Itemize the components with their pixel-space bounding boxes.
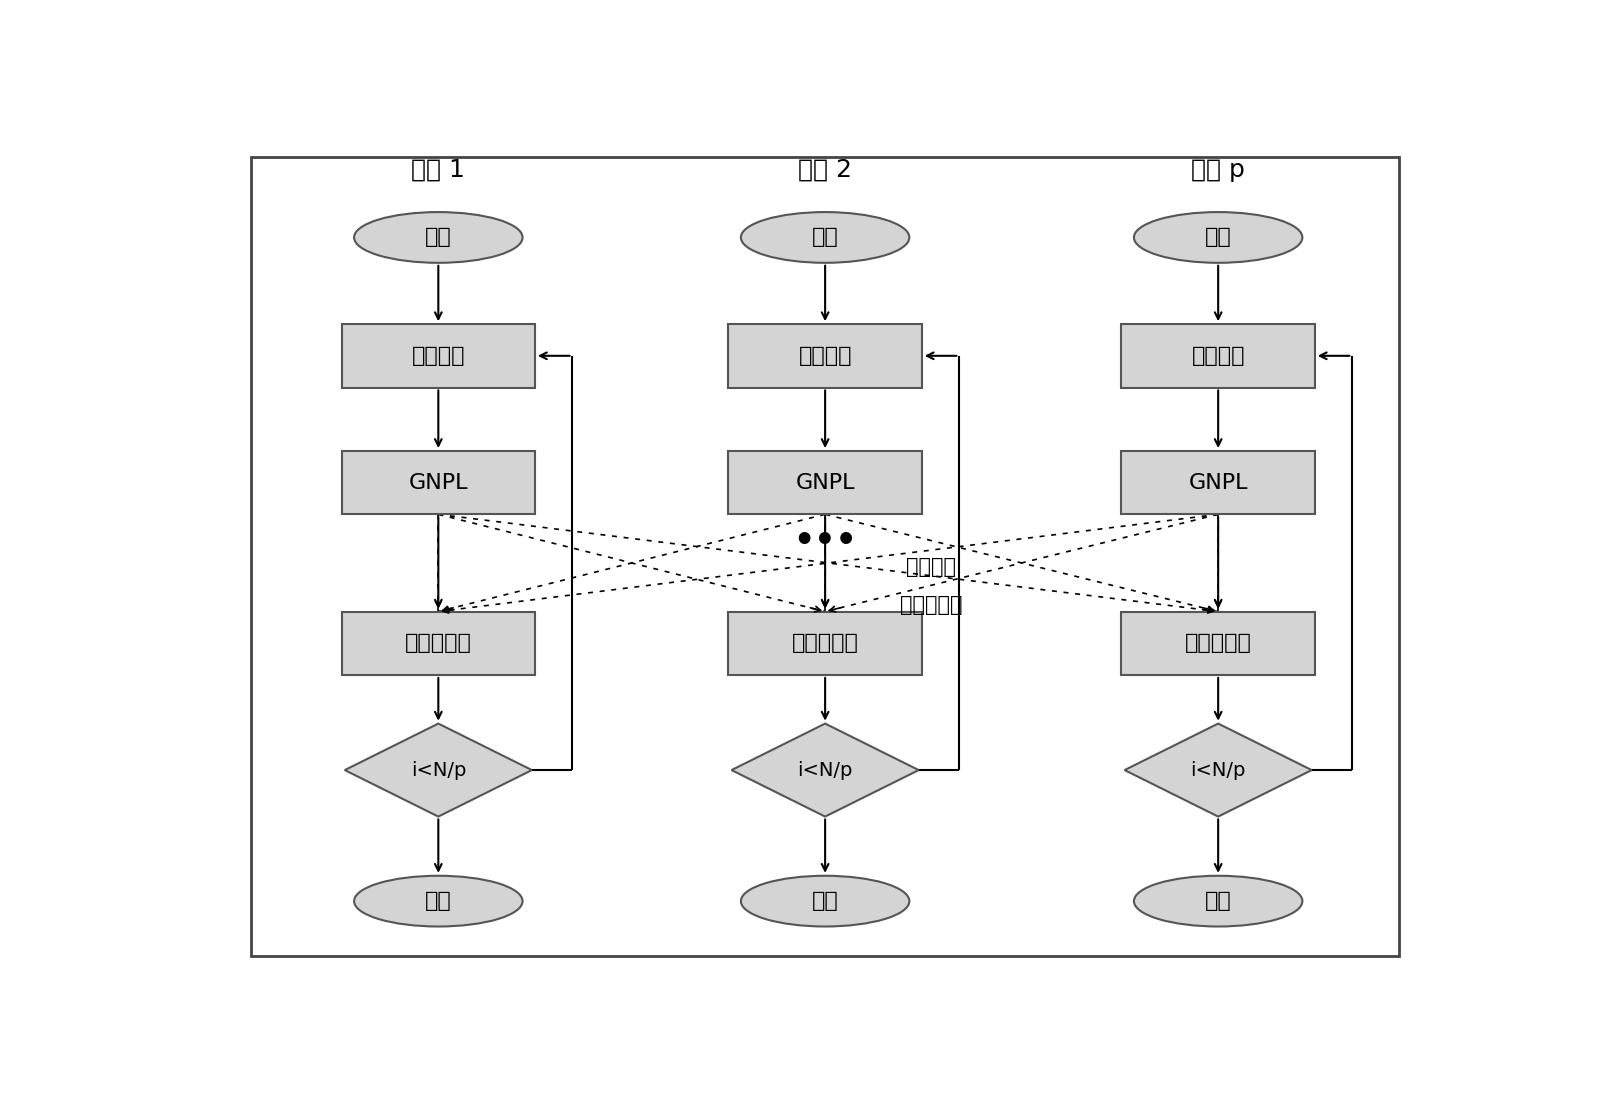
Text: 结束: 结束 <box>425 892 452 911</box>
FancyBboxPatch shape <box>728 324 923 388</box>
FancyBboxPatch shape <box>341 324 535 388</box>
Text: •••: ••• <box>794 525 857 558</box>
FancyBboxPatch shape <box>341 612 535 675</box>
Text: GNPL: GNPL <box>1188 472 1248 493</box>
Text: 进程 p: 进程 p <box>1191 158 1245 182</box>
Text: 进程 2: 进程 2 <box>799 158 852 182</box>
Text: 读取数据: 读取数据 <box>412 346 465 366</box>
Polygon shape <box>345 724 531 817</box>
FancyBboxPatch shape <box>251 157 1399 956</box>
Text: GNPL: GNPL <box>409 472 469 493</box>
Text: i<N/p: i<N/p <box>797 761 853 780</box>
FancyBboxPatch shape <box>728 612 923 675</box>
Text: 保存量化表: 保存量化表 <box>1185 634 1251 653</box>
Text: 保存量化表: 保存量化表 <box>792 634 858 653</box>
Text: 各处理器: 各处理器 <box>906 557 956 578</box>
Text: 读取数据: 读取数据 <box>1191 346 1245 366</box>
Ellipse shape <box>1133 876 1302 927</box>
Text: 开始: 开始 <box>1204 227 1232 247</box>
FancyBboxPatch shape <box>728 451 923 514</box>
Ellipse shape <box>1133 212 1302 262</box>
Ellipse shape <box>741 876 910 927</box>
Text: 开始: 开始 <box>425 227 452 247</box>
Text: i<N/p: i<N/p <box>1190 761 1246 780</box>
FancyBboxPatch shape <box>341 451 535 514</box>
Polygon shape <box>731 724 919 817</box>
Text: GNPL: GNPL <box>795 472 855 493</box>
Polygon shape <box>1125 724 1312 817</box>
Text: 开始: 开始 <box>811 227 839 247</box>
Text: 之间的通信: 之间的通信 <box>900 595 963 615</box>
FancyBboxPatch shape <box>1122 612 1315 675</box>
Ellipse shape <box>741 212 910 262</box>
Text: 保存量化表: 保存量化表 <box>404 634 472 653</box>
Text: 进程 1: 进程 1 <box>412 158 465 182</box>
Text: i<N/p: i<N/p <box>411 761 465 780</box>
FancyBboxPatch shape <box>1122 324 1315 388</box>
Ellipse shape <box>354 876 523 927</box>
Text: 结束: 结束 <box>1204 892 1232 911</box>
FancyBboxPatch shape <box>1122 451 1315 514</box>
Text: 结束: 结束 <box>811 892 839 911</box>
Text: 读取数据: 读取数据 <box>799 346 852 366</box>
Ellipse shape <box>354 212 523 262</box>
